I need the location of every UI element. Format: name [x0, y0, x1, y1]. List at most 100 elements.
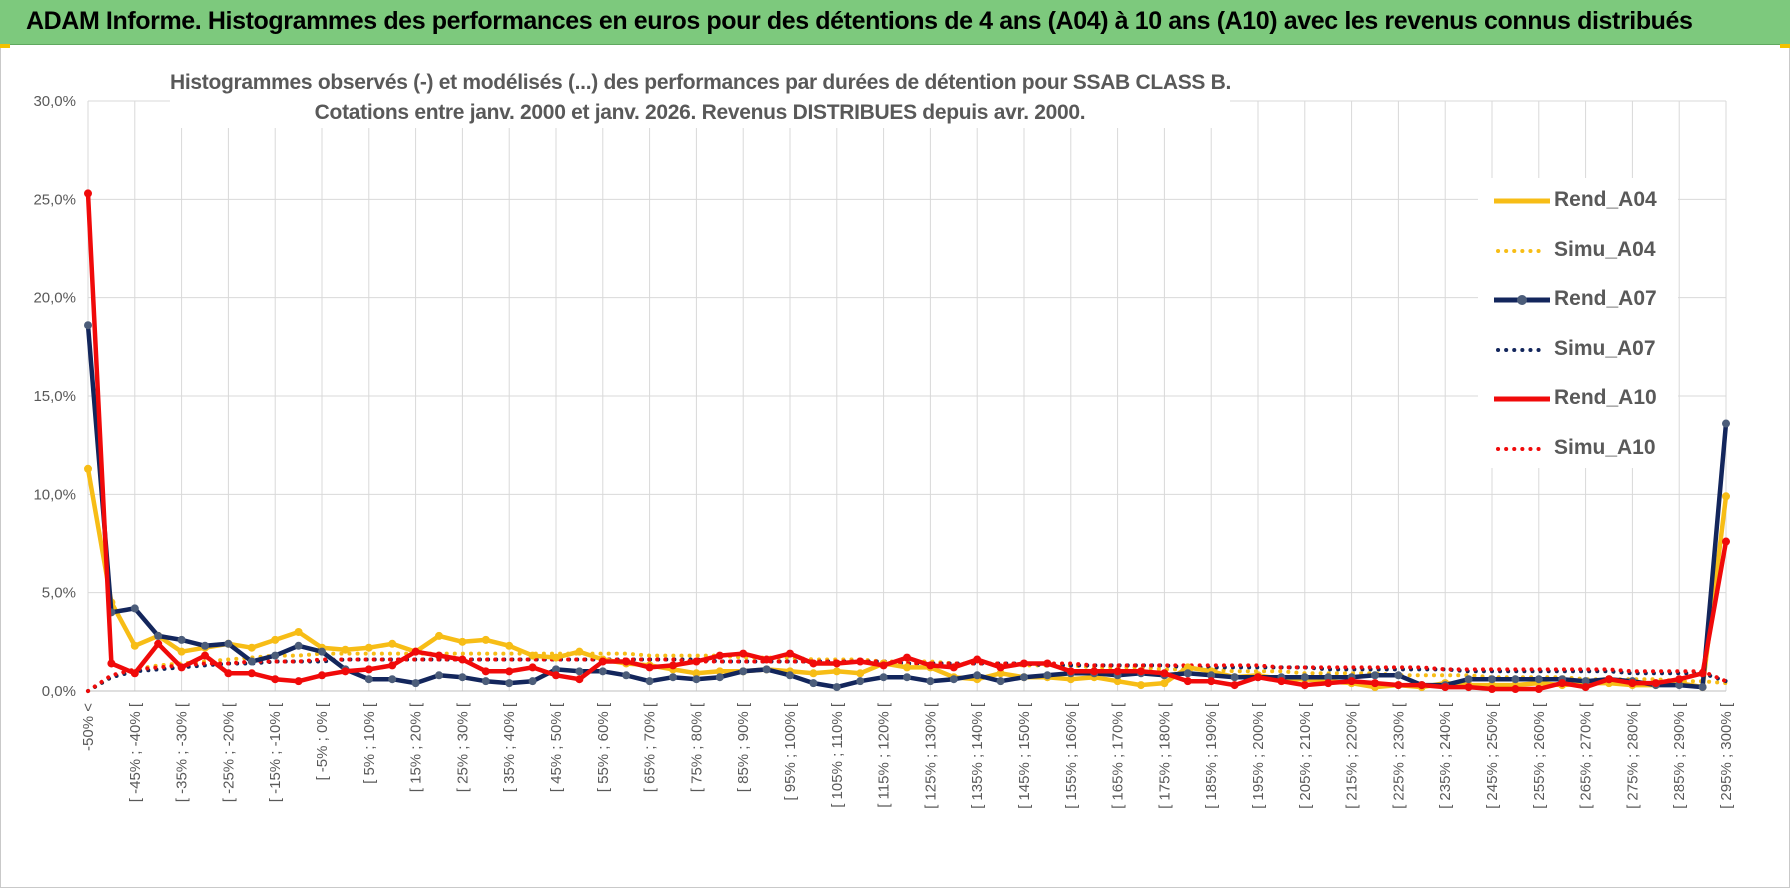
data-point [1113, 677, 1122, 686]
x-tick-label: [ 35% ; 40% [ [501, 702, 518, 792]
data-point [1160, 669, 1169, 678]
legend-label: Simu_A10 [1554, 435, 1656, 459]
data-point [1417, 681, 1426, 690]
data-point [1698, 669, 1707, 678]
data-point [84, 464, 92, 473]
x-tick-label: [ 265% ; 270% [ [1578, 702, 1595, 809]
x-tick-label: [ 55% ; 60% [ [595, 702, 612, 792]
data-point [1675, 681, 1684, 690]
data-point [1300, 673, 1309, 682]
data-point [1628, 679, 1637, 688]
data-point [856, 669, 865, 678]
x-tick-label: [ 15% ; 20% [ [408, 702, 425, 792]
legend-swatch [1494, 396, 1550, 402]
data-point [1534, 685, 1543, 694]
legend-label: Rend_A10 [1554, 386, 1657, 409]
data-point [622, 657, 631, 666]
data-point [1207, 671, 1216, 680]
legend-marker [1517, 295, 1527, 305]
data-point [575, 675, 584, 684]
data-point [1090, 667, 1099, 676]
data-point [786, 671, 794, 680]
data-point [1581, 677, 1590, 686]
data-point [598, 657, 607, 666]
data-point [435, 671, 443, 680]
data-point [130, 641, 139, 650]
legend-item-simu_a07: Simu_A07 [1494, 335, 1684, 365]
y-tick-label: 30,0% [33, 93, 76, 110]
data-point [154, 631, 163, 640]
corner-accent-right [1780, 44, 1790, 48]
data-point [1043, 671, 1052, 680]
data-point [1464, 683, 1473, 692]
y-tick-label: 25,0% [33, 191, 76, 208]
legend-label: Simu_A04 [1554, 237, 1656, 261]
legend-label: Rend_A04 [1554, 188, 1657, 211]
data-point [1558, 679, 1567, 688]
x-tick-label: [ 135% ; 140% [ [969, 702, 986, 809]
legend-swatch [1496, 347, 1548, 352]
x-tick-label: [ 235% ; 240% [ [1437, 702, 1454, 809]
top-banner: ADAM Informe. Histogrammes des performan… [0, 0, 1790, 45]
data-point [903, 653, 911, 662]
data-point [879, 661, 888, 670]
data-point [388, 675, 397, 684]
data-point [1183, 669, 1192, 678]
x-tick-label: [ 45% ; 50% [ [548, 702, 565, 792]
data-point [739, 649, 748, 658]
data-point [809, 679, 818, 688]
legend-item-rend_a10: Rend_A10 [1494, 384, 1684, 414]
x-tick-label: [ -25% ; -20% [ [220, 702, 237, 802]
data-point [318, 671, 326, 680]
legend-item-simu_a04: Simu_A04 [1494, 236, 1684, 266]
data-point [341, 645, 350, 654]
data-point [996, 677, 1005, 686]
x-tick-label: [ 285% ; 290% [ [1671, 702, 1688, 809]
data-point [949, 663, 958, 672]
data-point [856, 657, 865, 666]
x-tick-label: [ 5% ; 10% [ [361, 702, 378, 784]
data-point [247, 643, 256, 652]
x-tick-label: [ -35% ; -30% [ [174, 702, 191, 802]
data-point [856, 677, 865, 686]
data-point [1347, 677, 1356, 686]
data-point [271, 675, 280, 684]
data-point [1511, 685, 1520, 694]
y-tick-label: 10,0% [33, 486, 76, 503]
x-tick-label: [ 65% ; 70% [ [642, 702, 659, 792]
data-point [575, 647, 584, 656]
data-point [715, 667, 724, 676]
data-point [715, 651, 724, 660]
data-point [575, 667, 584, 676]
data-point [692, 657, 701, 666]
series-rend_a07 [84, 321, 1730, 692]
data-point [973, 655, 982, 664]
data-point [786, 649, 794, 658]
chart-title: Histogrammes observés (-) et modélisés (… [170, 71, 1232, 94]
data-point [1534, 675, 1543, 684]
data-point [388, 661, 397, 670]
legend-item-rend_a04: Rend_A04 [1494, 186, 1684, 216]
data-point [1675, 675, 1684, 684]
data-point [1464, 675, 1473, 684]
data-point [1605, 675, 1613, 684]
x-tick-label: [ 115% ; 120% [ [876, 702, 893, 808]
data-point [1698, 683, 1707, 692]
chart-title-box: Histogrammes observés (-) et modélisés (… [170, 68, 1232, 128]
series-line [86, 657, 1728, 693]
data-point [1651, 679, 1660, 688]
data-point [973, 671, 982, 680]
series-rend_a10 [84, 189, 1730, 694]
data-point [903, 663, 911, 672]
data-point [481, 677, 490, 686]
x-tick-label: [ 275% ; 280% [ [1624, 702, 1641, 809]
corner-accent-left [0, 44, 10, 48]
data-point [201, 641, 209, 650]
data-point [224, 669, 233, 678]
data-point [926, 661, 935, 670]
data-point [1066, 667, 1075, 676]
data-point [715, 673, 724, 682]
data-point [1137, 667, 1145, 676]
data-point [1394, 681, 1403, 690]
